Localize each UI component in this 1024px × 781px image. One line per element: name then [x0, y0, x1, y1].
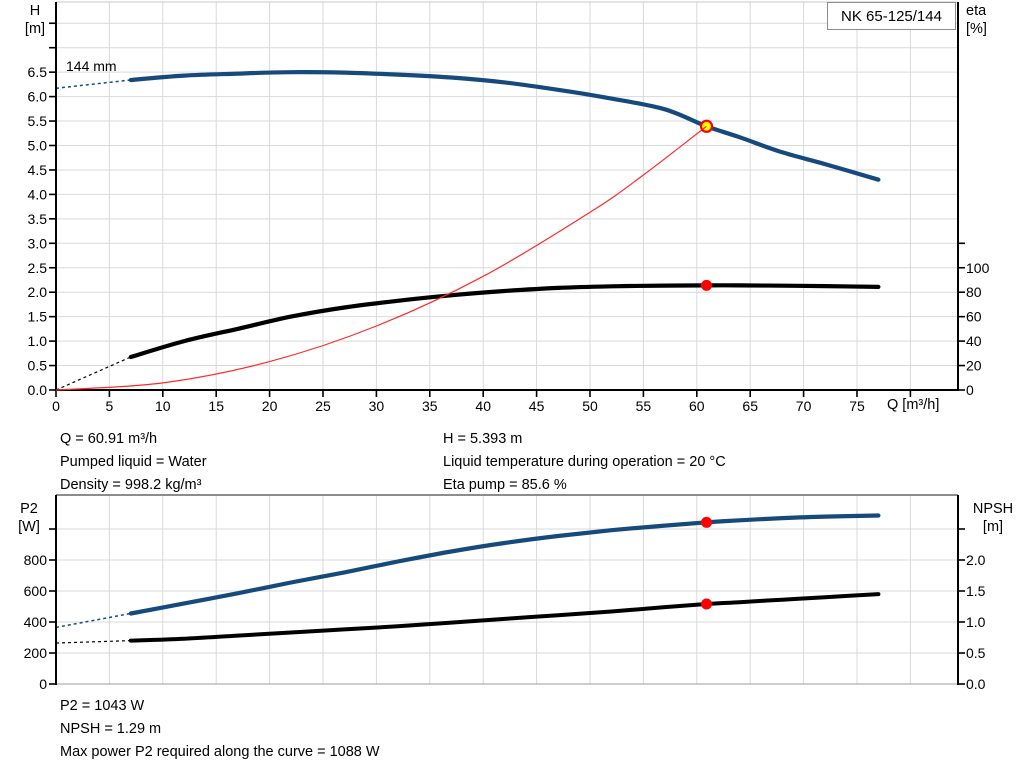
tick-label-left: 800: [24, 552, 48, 568]
p2-value: P2 = 1043 W: [60, 698, 145, 714]
qh-eta-chart: 0.0 0.5 1.0 1.5 2.0 2.5 3.0 3.5 4.0 4.5 5.0 5.5 6.0 6…: [28, 1, 990, 414]
tick-label-left: 6.0: [28, 89, 48, 105]
max-power-value: Max power P2 required along the curve = …: [60, 744, 380, 760]
tick-label-right: 1.5: [966, 583, 986, 599]
h-axis-unit: [m]: [24, 21, 46, 37]
tick-label-bottom: 55: [636, 398, 652, 414]
tick-label-bottom: 65: [742, 398, 758, 414]
q-axis-label: Q [m³/h]: [887, 397, 940, 413]
tick-label-right: 2.0: [966, 552, 986, 568]
npsh-curve-dashed-lead: [55, 640, 131, 644]
tick-label-right: 0: [966, 382, 974, 398]
pumped-liquid: Pumped liquid = Water: [60, 454, 207, 470]
eta-curve: [128, 283, 881, 360]
tick-label-right: 20: [966, 358, 982, 374]
head-value: H = 5.393 m: [443, 431, 523, 447]
system-curve: [55, 125, 707, 391]
eta-axis-label: eta: [966, 3, 987, 19]
eta-point[interactable]: [701, 279, 713, 291]
npsh-axis-label: NPSH: [972, 501, 1014, 517]
tick-label-bottom: 0: [52, 398, 60, 414]
p2-axis-unit: [W]: [18, 519, 40, 535]
tick-label-bottom: 15: [208, 398, 224, 414]
tick-label-left: 200: [24, 645, 48, 661]
tick-label-bottom: 35: [422, 398, 438, 414]
tick-label-left: 5.5: [28, 113, 48, 129]
eta-axis-unit: [%]: [966, 21, 987, 37]
tick-label-bottom: 60: [689, 398, 705, 414]
eta-pump-value: Eta pump = 85.6 %: [443, 477, 567, 493]
tick-label-left: 6.5: [28, 64, 48, 80]
impeller-diameter-label: 144 mm: [66, 58, 117, 74]
npsh-axis-unit: [m]: [982, 519, 1004, 535]
p2-curve-dashed-lead: [55, 612, 131, 629]
tick-label-bottom: 40: [475, 398, 491, 414]
tick-label-right: 0.5: [966, 645, 986, 661]
tick-label-left: 4.5: [28, 162, 48, 178]
pump-type-label: NK 65-125/144: [827, 2, 956, 30]
p2-npsh-chart: 0 200 400 600 800 0.0 0.5 1.0 1.5 2.0: [24, 494, 986, 692]
tick-label-right: 80: [966, 284, 982, 300]
head-curve: [128, 70, 881, 182]
p2-axis-label: P2: [20, 501, 38, 517]
tick-label-right: 100: [966, 260, 990, 276]
tick-label-left: 0: [39, 676, 47, 692]
p2-curve: [128, 513, 881, 616]
tick-label-left: 0.0: [28, 382, 48, 398]
npsh-curve: [128, 592, 881, 643]
tick-label-bottom: 20: [262, 398, 278, 414]
h-axis-label: H: [29, 3, 41, 19]
tick-label-left: 2.5: [28, 260, 48, 276]
tick-label-left: 400: [24, 614, 48, 630]
head-curve-dashed-lead: [55, 79, 131, 90]
npsh-value: NPSH = 1.29 m: [60, 721, 162, 737]
tick-label-bottom: 25: [315, 398, 331, 414]
density-value: Density = 998.2 kg/m³: [60, 477, 202, 493]
tick-label-left: 5.0: [28, 138, 48, 154]
tick-label-left: 1.0: [28, 333, 48, 349]
tick-label-right: 1.0: [966, 614, 986, 630]
duty-point-ring: [699, 119, 714, 133]
tick-label-left: 0.5: [28, 358, 48, 374]
tick-label-left: 600: [24, 583, 48, 599]
tick-label-bottom: 75: [849, 398, 865, 414]
tick-label-right: 60: [966, 309, 982, 325]
npsh-point[interactable]: [701, 598, 713, 610]
tick-label-right: 40: [966, 333, 982, 349]
p2-point[interactable]: [701, 516, 713, 528]
tick-label-bottom: 70: [796, 398, 812, 414]
tick-label-left: 3.5: [28, 211, 48, 227]
flow-value: Q = 60.91 m³/h: [60, 431, 158, 447]
tick-label-left: 3.0: [28, 235, 48, 251]
liquid-temperature: Liquid temperature during operation = 20…: [443, 454, 726, 470]
tick-label-bottom: 30: [369, 398, 385, 414]
eta-curve-dashed-lead: [55, 356, 132, 391]
tick-label-right: 0.0: [966, 676, 986, 692]
tick-label-bottom: 45: [529, 398, 545, 414]
tick-label-bottom: 50: [582, 398, 598, 414]
tick-label-left: 2.0: [28, 284, 48, 300]
tick-label-left: 4.0: [28, 186, 48, 202]
tick-label-bottom: 5: [106, 398, 114, 414]
tick-label-bottom: 10: [155, 398, 171, 414]
tick-label-left: 1.5: [28, 309, 48, 325]
